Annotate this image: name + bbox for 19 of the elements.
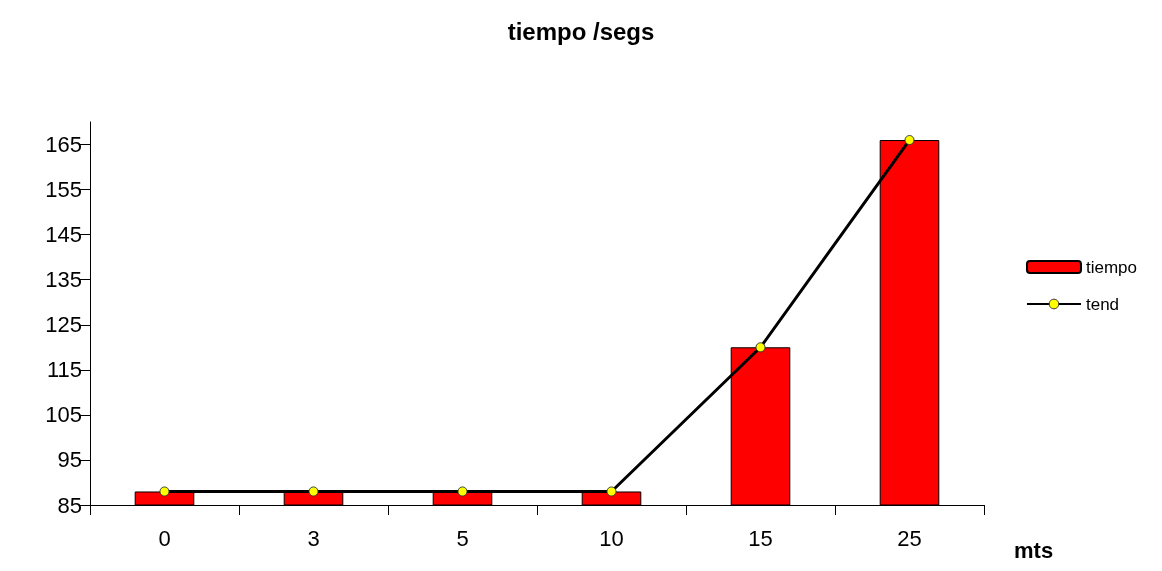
legend-label: tiempo [1085, 257, 1138, 277]
chart-title: tiempo /segs [507, 17, 655, 45]
x-tick-label: 3 [307, 525, 320, 551]
x-axis-title: mts [1014, 537, 1054, 563]
x-tick-label: 10 [599, 525, 624, 551]
y-tick-label: 155 [45, 177, 82, 203]
x-tick-label: 0 [158, 525, 171, 551]
x-tick-label: 15 [748, 525, 773, 551]
y-tick-label: 125 [45, 312, 82, 338]
x-tick-label: 5 [456, 525, 469, 551]
x-tick-label: 25 [897, 525, 922, 551]
y-tick-label: 115 [46, 357, 82, 383]
y-tick-label: 85 [57, 492, 82, 518]
y-tick-label: 95 [57, 447, 82, 473]
y-tick-label: 145 [45, 222, 82, 248]
y-tick-label: 165 [45, 132, 82, 158]
y-tick-label: 105 [45, 402, 82, 428]
legend-label: tend [1085, 294, 1120, 314]
y-tick-label: 135 [45, 267, 82, 293]
